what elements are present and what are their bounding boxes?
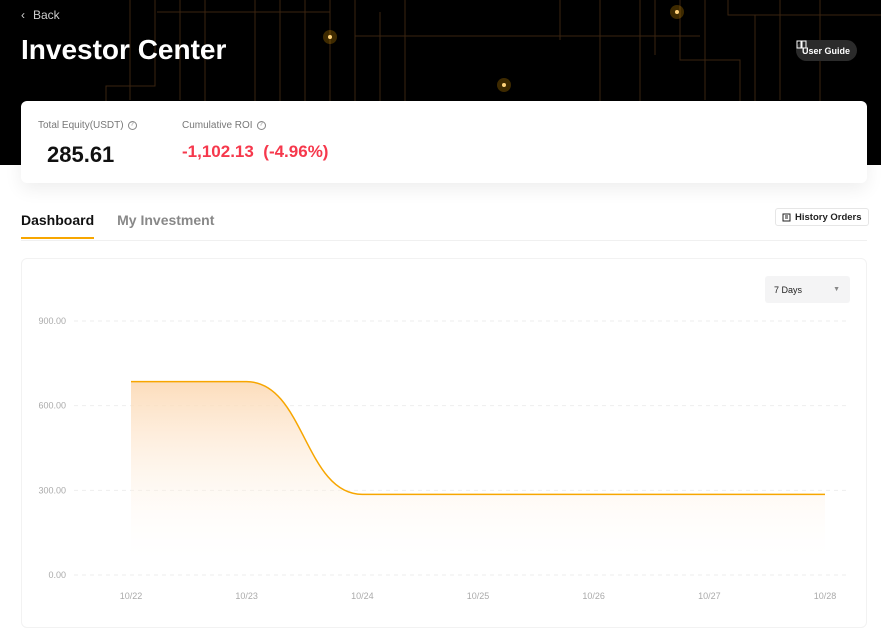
- y-tick-label: 300.00: [38, 485, 66, 495]
- roi-label: Cumulative ROI?: [182, 120, 266, 131]
- page-title: Investor Center: [21, 34, 227, 65]
- x-tick-label: 10/23: [235, 591, 258, 601]
- y-tick-label: 900.00: [38, 316, 66, 326]
- y-tick-label: 600.00: [38, 401, 66, 411]
- equity-label: Total Equity(USDT)?: [38, 120, 137, 131]
- chart-area: [131, 381, 825, 567]
- x-tick-label: 10/24: [351, 591, 374, 601]
- help-icon[interactable]: ?: [127, 121, 137, 130]
- chart-line: [131, 380, 825, 496]
- x-tick-label: 10/26: [582, 591, 605, 601]
- x-tick-label: 10/22: [120, 591, 143, 601]
- help-icon[interactable]: ?: [256, 121, 266, 130]
- roi-value: -1,102.13 (-4.96%): [182, 142, 329, 161]
- divider: [21, 240, 867, 241]
- back-button[interactable]: ‹ Back: [21, 8, 60, 22]
- tab-dashboard[interactable]: Dashboard: [21, 212, 95, 239]
- user-guide-button[interactable]: User Guide: [796, 40, 858, 61]
- tab-bar: Dashboard My Investment: [21, 212, 214, 239]
- tab-my-investment[interactable]: My Investment: [117, 212, 215, 228]
- summary-card: Total Equity(USDT)? 285.61 Cumulative RO…: [21, 101, 867, 183]
- x-tick-label: 10/27: [698, 591, 721, 601]
- glow-sparks: [323, 5, 684, 92]
- caret-down-icon: ▼: [833, 286, 840, 293]
- orders-icon: [782, 213, 791, 221]
- book-icon: [796, 40, 807, 49]
- range-select[interactable]: 7 Days ▼: [765, 276, 850, 303]
- x-tick-label: 10/25: [467, 591, 490, 601]
- chevron-left-icon: ‹: [21, 8, 25, 22]
- equity-value: 285.61: [47, 142, 115, 167]
- history-orders-button[interactable]: History Orders: [775, 208, 869, 226]
- circuit-background: [105, 0, 881, 165]
- y-tick-label: 0.00: [48, 570, 66, 580]
- x-tick-label: 10/28: [814, 591, 837, 601]
